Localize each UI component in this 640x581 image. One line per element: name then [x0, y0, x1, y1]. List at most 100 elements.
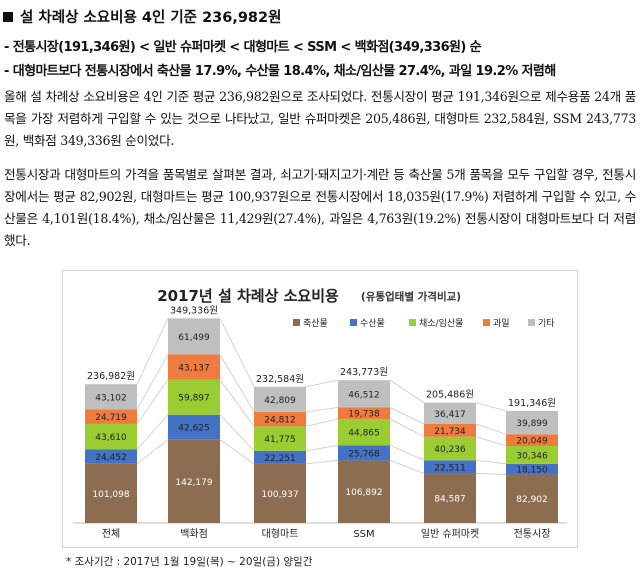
bar-total-label: 243,773원	[340, 367, 388, 378]
legend-label: 채소/임산물	[419, 317, 463, 329]
segment-value-label: 25,768	[348, 449, 380, 459]
legend-swatch	[409, 319, 416, 326]
connector-line	[305, 444, 339, 452]
bar-segment	[424, 402, 476, 424]
bar-segment	[338, 445, 390, 461]
bar-segment	[254, 426, 306, 451]
connector-line	[475, 436, 507, 447]
category-label: SSM	[353, 529, 374, 540]
bar-total-label: 191,346원	[508, 398, 556, 409]
bar-segment	[254, 463, 306, 523]
bar-total-label: 205,486원	[426, 390, 474, 401]
segment-value-label: 46,512	[348, 390, 380, 400]
legend-swatch	[528, 319, 535, 326]
bar-segment	[85, 463, 137, 523]
segment-value-label: 43,137	[178, 364, 210, 374]
bar-segment	[85, 384, 137, 410]
bar-segment	[168, 318, 220, 355]
bar-total-label: 349,336원	[170, 305, 218, 316]
connector-line	[219, 354, 255, 413]
segment-value-label: 142,179	[175, 478, 212, 488]
summary-bullet-1: - 전통시장(191,346원) < 일반 슈퍼마켓 < 대형마트 < SSM …	[4, 40, 482, 55]
segment-value-label: 61,499	[178, 333, 210, 343]
category-label: 전통시장	[514, 528, 551, 540]
segment-value-label: 42,625	[178, 424, 210, 434]
segment-value-label: 44,865	[348, 429, 380, 439]
bar-segment	[338, 380, 390, 408]
body-paragraph-2: 전통시장과 대형마트의 가격을 품목별로 살펴본 결과, 쇠고기·돼지고기·계란…	[4, 167, 636, 248]
segment-value-label: 106,892	[345, 488, 382, 498]
segment-value-label: 21,734	[434, 427, 466, 437]
connector-line	[475, 459, 507, 465]
segment-value-label: 43,102	[95, 393, 127, 403]
category-label: 대형마트	[262, 528, 299, 540]
legend-label: 기타	[538, 318, 555, 329]
connector-line	[475, 423, 507, 435]
bar-segment	[506, 434, 558, 447]
chart-canvas: 2017년 설 차례상 소요비용 (유통업태별 가격비교) 101,098 24,…	[73, 287, 567, 540]
segment-value-label: 19,738	[348, 410, 380, 420]
connector-line	[475, 473, 507, 475]
bar-segment	[506, 446, 558, 464]
bar-segment	[168, 379, 220, 415]
bar-segment	[338, 407, 390, 420]
segment-value-label: 101,098	[92, 490, 129, 500]
segment-value-label: 41,775	[264, 435, 296, 445]
page-title: 설 차례상 소요비용 4인 기준 236,982원	[3, 6, 281, 27]
bar-segment	[338, 419, 390, 446]
segment-value-label: 36,417	[434, 410, 466, 420]
connector-line	[136, 318, 169, 385]
category-label: 전체	[102, 528, 120, 540]
segment-value-label: 42,809	[264, 396, 296, 406]
bar-segment	[424, 436, 476, 461]
connector-line	[219, 414, 255, 452]
legend-swatch	[293, 319, 300, 326]
segment-value-label: 59,897	[178, 394, 210, 404]
connector-line	[389, 407, 425, 425]
connector-line	[136, 354, 169, 410]
bar-segment	[424, 473, 476, 523]
bar-segment	[85, 423, 137, 450]
square-bullet-icon	[3, 12, 13, 22]
connector-line	[305, 407, 339, 413]
bar-segment	[338, 460, 390, 523]
bar-segment	[168, 354, 220, 380]
connector-line	[136, 379, 169, 425]
bar-segment	[506, 463, 558, 475]
body-paragraph-1: 올해 설 차례상 소요비용은 4인 기준 평균 236,982원으로 조사되었다…	[4, 89, 636, 148]
legend-label: 수산물	[360, 318, 385, 329]
segment-value-label: 82,902	[516, 495, 548, 505]
legend-swatch	[350, 319, 357, 326]
segment-value-label: 39,899	[516, 419, 548, 429]
connector-line	[389, 444, 425, 461]
bar-total-label: 232,584원	[256, 374, 304, 385]
segment-value-label: 24,452	[95, 453, 127, 463]
bar-segment	[254, 411, 306, 427]
connector-line	[136, 439, 169, 465]
connector-line	[305, 418, 339, 427]
bar-segment	[254, 386, 306, 412]
bar-segment	[506, 410, 558, 435]
bar-segment	[85, 409, 137, 424]
value-labels: 101,098 24,452 43,610 24,719 43,102 236,982원전…	[87, 305, 556, 540]
segment-value-label: 24,719	[95, 413, 127, 423]
chart-legend: 축산물 수산물 채소/임산물 과일 기타	[293, 317, 555, 329]
connector-line	[219, 439, 255, 465]
chart-subtitle: (유통업태별 가격비교)	[361, 290, 461, 303]
bars	[85, 318, 558, 523]
connector-line	[475, 402, 507, 412]
segment-value-label: 20,049	[516, 437, 548, 447]
summary-bullet-2: - 대형마트보다 전통시장에서 축산물 17.9%, 수산물 18.4%, 채소…	[4, 64, 556, 79]
connector-line	[219, 318, 255, 387]
segment-value-label: 24,812	[264, 416, 296, 426]
stacked-bar-chart: 2017년 설 차례상 소요비용 (유통업태별 가격비교) 101,098 24,…	[62, 270, 578, 548]
segment-value-label: 84,587	[434, 495, 466, 505]
bar-segment	[168, 439, 220, 523]
connector-line	[305, 379, 339, 388]
segment-value-label: 30,346	[516, 451, 548, 461]
bar-segment	[424, 460, 476, 474]
segment-value-label: 22,251	[264, 454, 296, 464]
legend-label: 과일	[493, 318, 510, 329]
connector-line	[305, 459, 339, 465]
bar-segment	[506, 474, 558, 523]
